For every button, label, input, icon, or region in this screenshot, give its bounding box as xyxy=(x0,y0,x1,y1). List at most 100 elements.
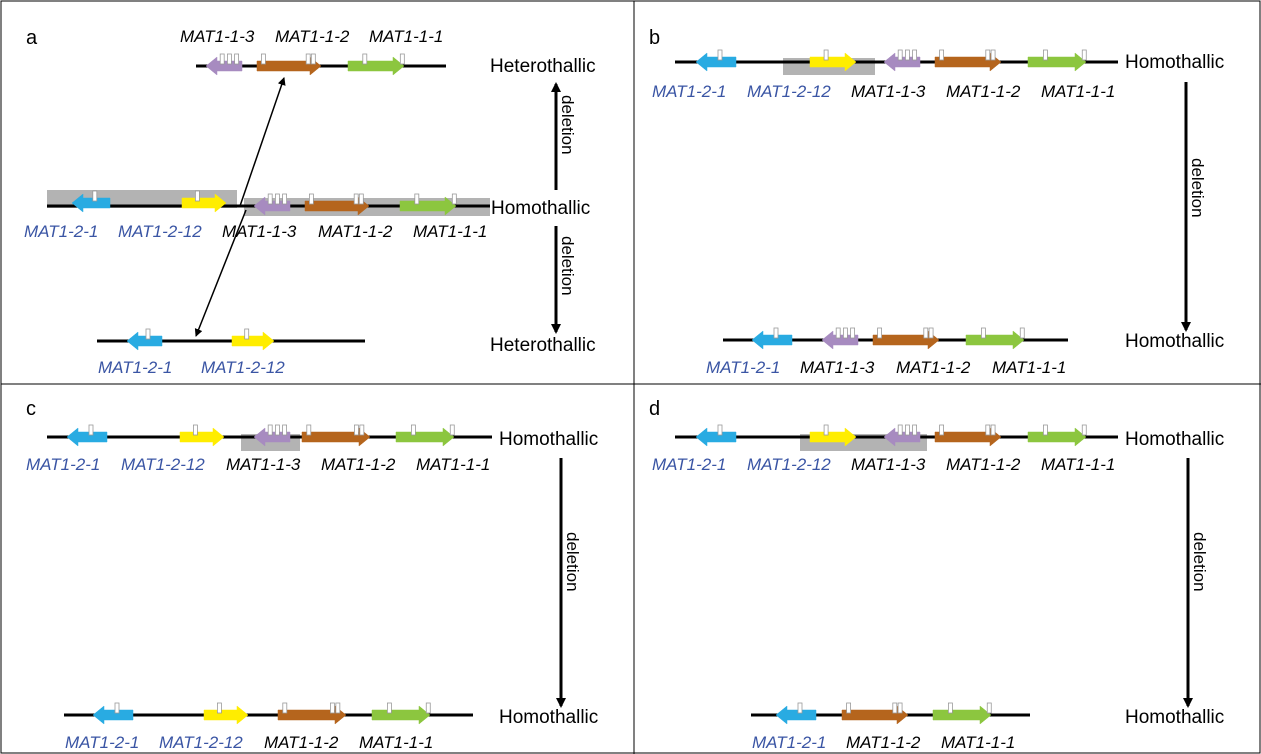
intron-mark xyxy=(274,424,280,436)
gene-label: MAT1-1-1 xyxy=(992,358,1066,377)
intron-mark xyxy=(335,702,341,714)
status-label: Homothallic xyxy=(1125,331,1224,352)
intron-mark xyxy=(353,424,359,436)
intron-mark xyxy=(939,424,944,436)
intron-mark xyxy=(912,424,917,436)
gene-111-arrow xyxy=(1027,427,1087,447)
gene-113-arrow xyxy=(883,52,921,72)
gene-121-arrow xyxy=(71,193,111,213)
intron-mark xyxy=(843,327,848,339)
gene-113-arrow xyxy=(253,427,291,447)
gene-113-arrow xyxy=(821,330,859,350)
intron-mark xyxy=(797,702,803,714)
gene-label: MAT1-2-1 xyxy=(652,82,726,101)
deletion-label: deletion xyxy=(1188,158,1207,218)
intron-mark xyxy=(194,190,200,202)
gene-label: MAT1-1-1 xyxy=(1041,455,1115,474)
intron-mark xyxy=(923,327,929,339)
gene-1212-arrow xyxy=(809,427,857,447)
intron-mark xyxy=(1081,424,1087,436)
gene-label: MAT1-1-1 xyxy=(369,27,443,46)
gene-tracks xyxy=(47,49,1118,725)
gene-113-arrow xyxy=(205,56,243,76)
intron-mark xyxy=(216,702,222,714)
intron-mark xyxy=(850,327,855,339)
gene-1212-arrow xyxy=(231,331,275,351)
gene-1212-arrow xyxy=(809,52,857,72)
gene-label: MAT1-2-12 xyxy=(159,733,243,752)
intron-mark xyxy=(414,193,420,205)
intron-mark xyxy=(329,702,335,714)
gene-label: MAT1-2-12 xyxy=(121,455,205,474)
intron-mark xyxy=(353,193,359,205)
gene-label: MAT1-2-1 xyxy=(98,358,172,377)
gene-111-arrow xyxy=(932,705,992,725)
intron-mark xyxy=(912,49,917,61)
gene-112-arrow xyxy=(301,427,371,447)
gene-label: MAT1-1-1 xyxy=(413,222,487,241)
gene-label: MAT1-2-1 xyxy=(26,455,100,474)
intron-mark xyxy=(192,424,198,436)
intron-mark xyxy=(386,702,392,714)
gene-label: MAT1-1-2 xyxy=(846,733,921,752)
intron-mark xyxy=(981,327,986,339)
panel-b-letter: b xyxy=(649,27,660,49)
intron-mark xyxy=(823,424,829,436)
intron-mark xyxy=(359,424,365,436)
intron-mark xyxy=(267,193,273,205)
gene-1212-arrow xyxy=(181,193,227,213)
gene-121-arrow xyxy=(92,705,134,725)
intron-mark xyxy=(358,193,364,205)
intron-mark xyxy=(939,49,944,61)
status-label: Homothallic xyxy=(1125,707,1224,728)
panel-c-letter: c xyxy=(26,398,36,420)
gene-1212-arrow xyxy=(179,427,225,447)
intron-mark xyxy=(877,327,882,339)
intron-mark xyxy=(92,190,98,202)
intron-mark xyxy=(282,702,288,714)
status-label: Heterothallic xyxy=(490,335,596,356)
status-label: Homothallic xyxy=(499,707,598,728)
intron-mark xyxy=(897,702,903,714)
deletion-label: deletion xyxy=(558,236,577,296)
intron-mark xyxy=(928,327,934,339)
intron-mark xyxy=(905,424,910,436)
intron-mark xyxy=(226,53,232,65)
intron-mark xyxy=(835,327,841,339)
intron-mark xyxy=(985,424,991,436)
intron-mark xyxy=(310,53,316,65)
gene-label: MAT1-1-2 xyxy=(264,733,339,752)
intron-mark xyxy=(1043,424,1048,436)
panel-a-letter: a xyxy=(26,27,38,49)
intron-mark xyxy=(362,53,368,65)
status-label: Homothallic xyxy=(499,429,598,450)
intron-mark xyxy=(990,49,996,61)
gene-label: MAT1-1-2 xyxy=(275,27,350,46)
gene-111-arrow xyxy=(399,196,457,216)
panel-a-status: Heterothallic Homothallic Heterothallic … xyxy=(194,56,596,356)
gene-111-arrow xyxy=(1027,52,1087,72)
intron-mark xyxy=(897,49,903,61)
intron-mark xyxy=(282,193,288,205)
gene-111-arrow xyxy=(347,56,405,76)
deletion-shading xyxy=(47,58,927,451)
intron-mark xyxy=(892,702,898,714)
intron-mark xyxy=(1019,327,1025,339)
gene-112-arrow xyxy=(277,705,347,725)
panel-b-labels: MAT1-2-1 MAT1-2-12 MAT1-1-3 MAT1-1-2 MAT… xyxy=(652,52,1224,377)
gene-111-arrow xyxy=(371,705,431,725)
intron-mark xyxy=(219,53,225,65)
correspondence-arrow xyxy=(194,209,247,337)
gene-label: MAT1-1-3 xyxy=(800,358,875,377)
intron-mark xyxy=(425,702,431,714)
intron-mark xyxy=(773,327,779,339)
intron-mark xyxy=(260,53,266,65)
panel-d-letter: d xyxy=(649,398,660,420)
panel-c-labels: MAT1-2-1 MAT1-2-12 MAT1-1-3 MAT1-1-2 MAT… xyxy=(26,429,598,752)
status-label: Homothallic xyxy=(1125,52,1224,73)
intron-mark xyxy=(308,193,314,205)
intron-mark xyxy=(1043,49,1048,61)
gene-label: MAT1-1-2 xyxy=(896,358,971,377)
